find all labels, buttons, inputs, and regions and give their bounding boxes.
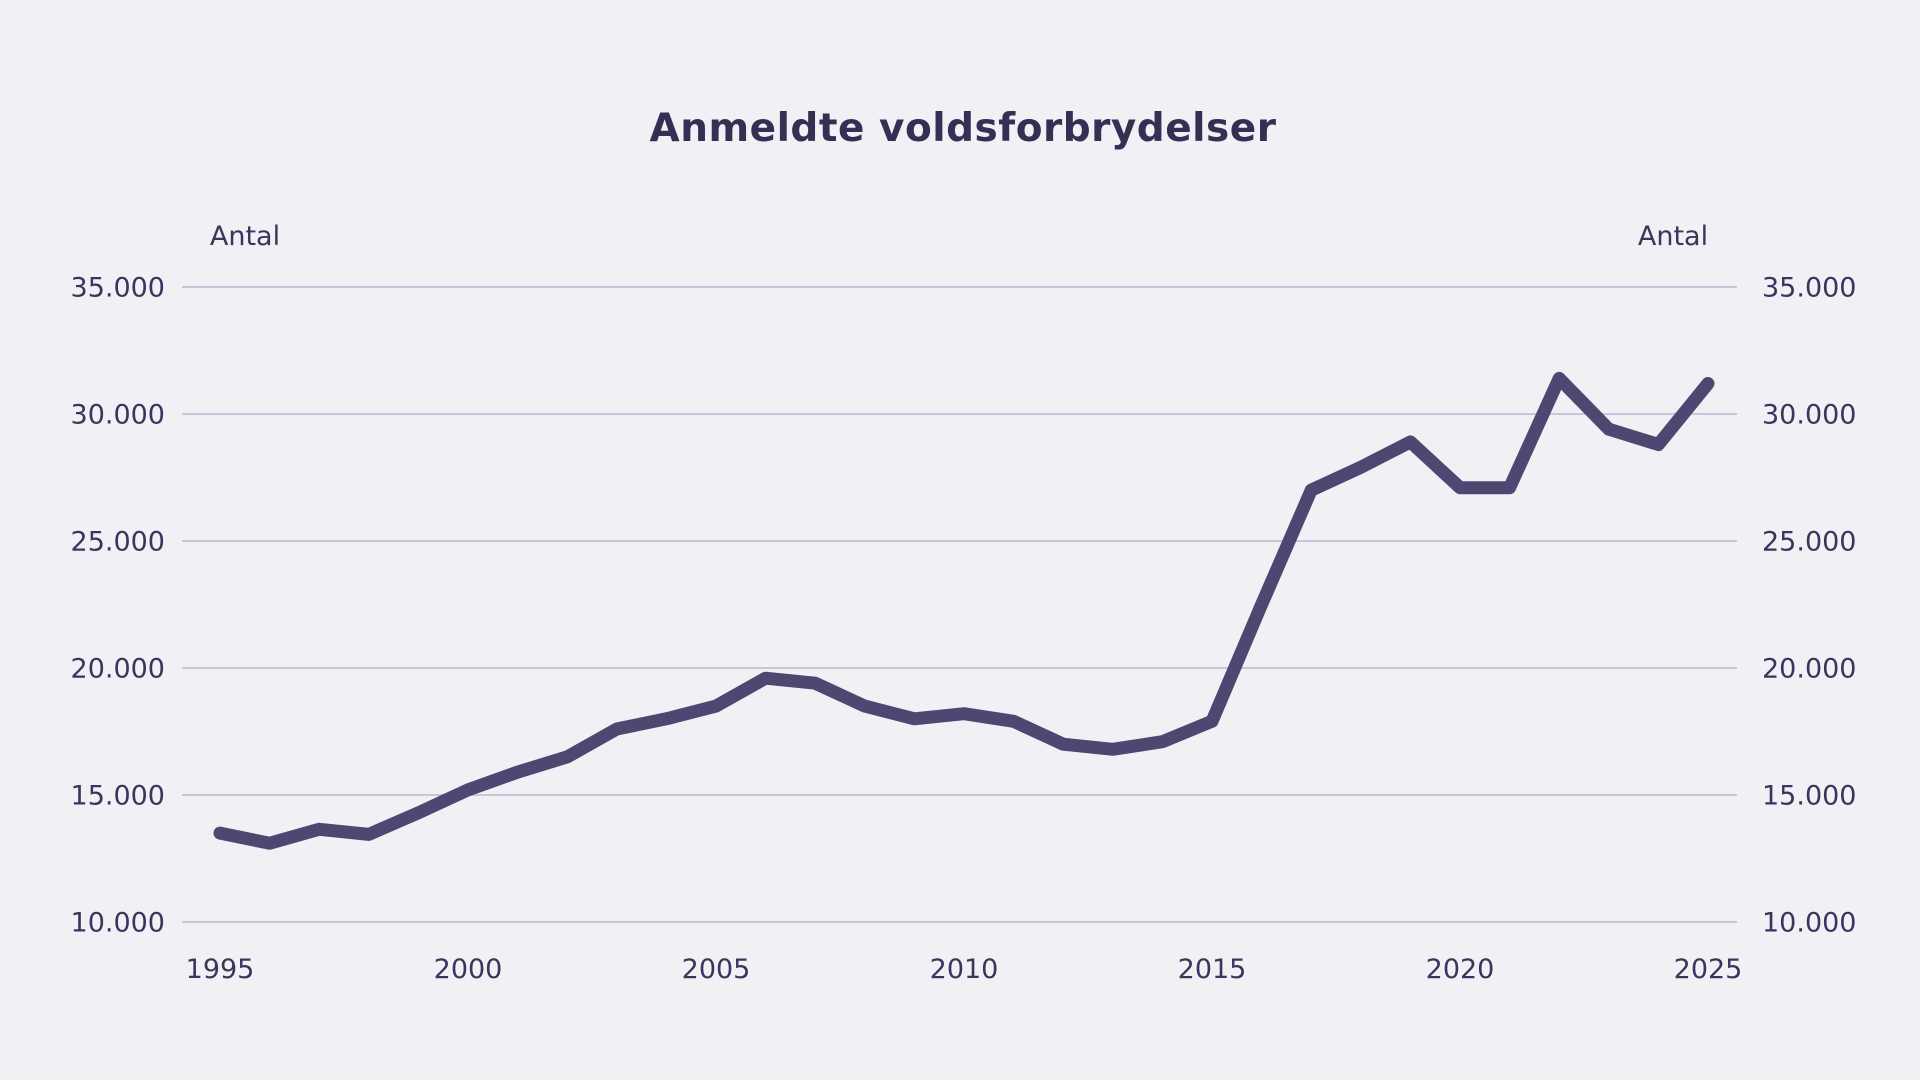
y-tick-label-right-15000: 15.000	[1762, 780, 1856, 811]
x-tick-label-2005: 2005	[682, 954, 751, 985]
y-tick-label-right-30000: 30.000	[1762, 399, 1856, 430]
y-tick-label-left-15000: 15.000	[71, 780, 165, 811]
y-axis-tick-labels-right: 35.000 30.000 25.000 20.000 15.000 10.000	[1762, 272, 1856, 938]
y-tick-label-left-25000: 25.000	[71, 526, 165, 557]
y-tick-label-left-35000: 35.000	[71, 272, 165, 303]
chart-title: Anmeldte voldsforbrydelser	[650, 106, 1277, 151]
y-tick-label-right-20000: 20.000	[1762, 653, 1856, 684]
y-tick-label-right-25000: 25.000	[1762, 526, 1856, 557]
y-tick-label-right-35000: 35.000	[1762, 272, 1856, 303]
x-tick-label-2020: 2020	[1426, 954, 1495, 985]
gridlines	[182, 286, 1737, 923]
x-tick-label-2010: 2010	[930, 954, 999, 985]
data-line-series	[213, 371, 1715, 850]
y-axis-unit-label-left: Antal	[210, 221, 280, 252]
x-tick-label-1995: 1995	[186, 954, 255, 985]
y-tick-label-right-10000: 10.000	[1762, 907, 1856, 938]
x-tick-label-2015: 2015	[1178, 954, 1247, 985]
y-axis-tick-labels-left: 35.000 30.000 25.000 20.000 15.000 10.000	[71, 272, 165, 938]
y-tick-label-left-30000: 30.000	[71, 399, 165, 430]
x-tick-label-2025: 2025	[1674, 954, 1743, 985]
y-tick-label-left-20000: 20.000	[71, 653, 165, 684]
x-tick-label-2000: 2000	[434, 954, 503, 985]
x-axis-tick-labels: 1995 2000 2005 2010 2015 2020 2025	[186, 954, 1743, 985]
y-axis-unit-label-right: Antal	[1638, 221, 1708, 252]
y-tick-label-left-10000: 10.000	[71, 907, 165, 938]
